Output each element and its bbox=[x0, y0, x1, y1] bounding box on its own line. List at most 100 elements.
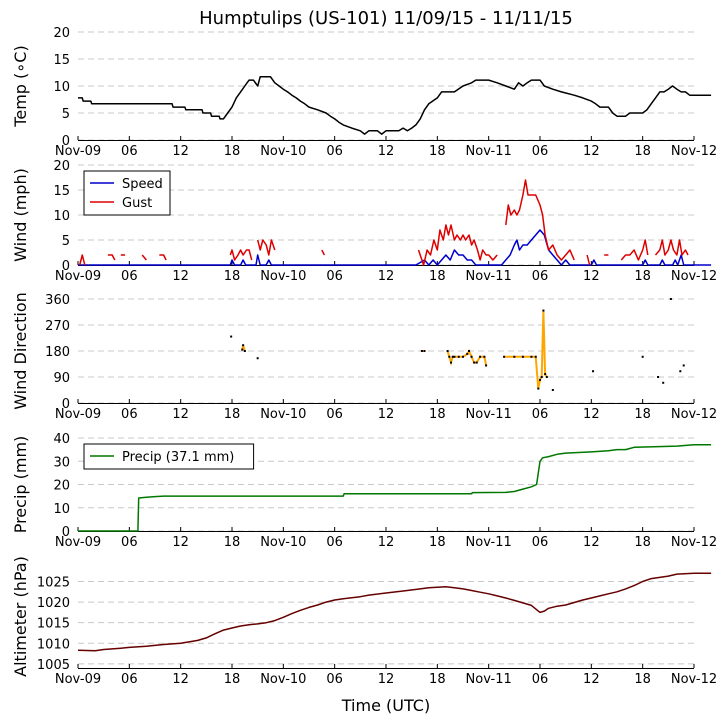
wind_direction-data-point bbox=[453, 355, 456, 358]
temp-xtick-label: 06 bbox=[326, 144, 343, 159]
altimeter-xtick-label: 12 bbox=[378, 672, 395, 687]
wind-xtick-label: 06 bbox=[121, 269, 138, 284]
chart-title: Humptulips (US-101) 11/09/15 - 11/11/15 bbox=[199, 8, 573, 29]
wind_direction-data-point bbox=[540, 376, 543, 378]
temp-xtick-label: 12 bbox=[378, 144, 395, 159]
wind_direction-data-point bbox=[682, 364, 685, 367]
wind_direction-xtick-label: 06 bbox=[532, 407, 549, 422]
altimeter-xtick-label: Nov-10 bbox=[260, 672, 306, 687]
precip-ytick-label: 20 bbox=[53, 479, 70, 494]
wind_direction-data-point bbox=[483, 355, 486, 358]
wind-series-speed-line bbox=[78, 229, 712, 266]
altimeter-xtick-label: 12 bbox=[583, 672, 600, 687]
wind-ytick-label: 5 bbox=[62, 234, 70, 249]
altimeter-ytick-label: 1010 bbox=[37, 637, 70, 652]
wind_direction-xtick-label: 06 bbox=[326, 407, 343, 422]
wind-xtick-label: Nov-10 bbox=[260, 269, 306, 284]
precip-xtick-label: 06 bbox=[326, 535, 343, 550]
wind_direction-data-point bbox=[473, 361, 476, 364]
temp-ytick-label: 10 bbox=[53, 80, 70, 95]
wind_direction-data-point bbox=[479, 355, 482, 358]
wind_direction-data-point bbox=[534, 355, 537, 358]
altimeter-xtick-label: Nov-11 bbox=[466, 672, 512, 687]
wind_direction-xtick-label: 18 bbox=[634, 407, 651, 422]
wind-xtick-label: 12 bbox=[172, 269, 189, 284]
wind_direction-data-point bbox=[470, 355, 473, 358]
wind-panel: 0 5 10 15 20 Nov-09 06 12 18 Nov-10 06 12 18 Nov-11 06… bbox=[11, 159, 717, 284]
wind-series-gust-line bbox=[141, 254, 147, 261]
altimeter-ytick-label: 1005 bbox=[37, 658, 70, 673]
temp-xtick-label: 12 bbox=[172, 144, 189, 159]
wind_direction-data-point bbox=[420, 350, 423, 352]
wind_direction-data-point bbox=[230, 335, 233, 338]
wind-series-gust-line bbox=[229, 249, 253, 261]
altimeter-xtick-label: 18 bbox=[634, 672, 651, 687]
wind_direction-data-point bbox=[241, 348, 244, 351]
wind_direction-data-point bbox=[544, 373, 547, 376]
wind_direction-xtick-label: Nov-09 bbox=[55, 407, 101, 422]
precip-xtick-label: 12 bbox=[583, 535, 600, 550]
wind-ytick-label: 20 bbox=[53, 159, 70, 174]
wind_direction-ytick-label: 90 bbox=[53, 371, 70, 386]
wind-legend bbox=[83, 170, 171, 216]
wind_direction-xtick-label: Nov-12 bbox=[671, 407, 717, 422]
wind_direction-data-point bbox=[539, 378, 541, 381]
temp-xtick-label: 12 bbox=[583, 144, 600, 159]
precip-xtick-label: 06 bbox=[532, 535, 549, 550]
wind_direction-xtick-label: 12 bbox=[583, 407, 600, 422]
precip-y-axis-label: Precip (mm) bbox=[11, 436, 30, 534]
wind_direction-data-point bbox=[551, 389, 554, 391]
wind-series-gust-line bbox=[654, 239, 689, 256]
wind_direction-data-point bbox=[592, 370, 595, 373]
wind_direction-ytick-label: 0 bbox=[62, 397, 70, 412]
wind_direction-xtick-label: 12 bbox=[172, 407, 189, 422]
altimeter-xtick-label: 18 bbox=[224, 672, 241, 687]
precip-xtick-label: 18 bbox=[429, 535, 446, 550]
wind_direction-data-point bbox=[423, 350, 426, 352]
temp-xtick-label: Nov-12 bbox=[671, 144, 717, 159]
wind-legend-label: Gust bbox=[122, 196, 152, 211]
precip-series-precip-line bbox=[78, 443, 712, 532]
temp-ytick-label: 0 bbox=[62, 134, 70, 149]
wind-ytick-label: 0 bbox=[62, 259, 70, 274]
wind_direction-xtick-label: 18 bbox=[429, 407, 446, 422]
altimeter-series-altimeter-line bbox=[77, 572, 712, 652]
wind-xtick-label: 18 bbox=[224, 269, 241, 284]
precip-xtick-label: 18 bbox=[224, 535, 241, 550]
wind_direction-data-point bbox=[503, 355, 506, 358]
altimeter-y-axis-label: Altimeter (hPa) bbox=[11, 556, 30, 677]
wind-legend-label: Speed bbox=[122, 177, 163, 192]
temp-series-temp-line bbox=[78, 76, 712, 135]
temp-xtick-label: Nov-09 bbox=[55, 144, 101, 159]
wind-series-gust-line bbox=[321, 249, 326, 256]
wind-series-gust-line bbox=[78, 254, 86, 266]
temp-xtick-label: 18 bbox=[429, 144, 446, 159]
wind_direction-xtick-label: Nov-10 bbox=[260, 407, 306, 422]
wind_direction-data-point bbox=[446, 350, 449, 352]
wind_direction-data-point bbox=[485, 364, 488, 367]
wind_direction-data-point bbox=[657, 376, 660, 378]
wind-xtick-label: 06 bbox=[532, 269, 549, 284]
wind_direction-data-point bbox=[530, 355, 533, 358]
wind_direction-data-point bbox=[537, 387, 540, 390]
wind-xtick-label: Nov-12 bbox=[671, 269, 717, 284]
wind_direction-xtick-label: 12 bbox=[378, 407, 395, 422]
wind-xtick-label: 18 bbox=[429, 269, 446, 284]
temp-xtick-label: 06 bbox=[121, 144, 138, 159]
precip-xtick-label: 18 bbox=[634, 535, 651, 550]
precip-ytick-label: 0 bbox=[62, 525, 70, 540]
wind-xtick-label: 18 bbox=[634, 269, 651, 284]
altimeter-ytick-label: 1015 bbox=[37, 617, 70, 632]
wind_direction-xtick-label: 18 bbox=[224, 407, 241, 422]
wind_direction-ytick-label: 270 bbox=[45, 319, 70, 334]
wind_direction-data-point bbox=[451, 355, 454, 358]
wind_direction-data-point bbox=[641, 355, 644, 358]
wind-xtick-label: 06 bbox=[326, 269, 343, 284]
wind_direction-data-point bbox=[513, 355, 516, 358]
wind_direction-data-point bbox=[545, 376, 548, 378]
temp-ytick-label: 15 bbox=[53, 53, 70, 68]
temp-xtick-label: Nov-11 bbox=[466, 144, 512, 159]
wind_direction-panel: 0 90 180 270 360 Nov-09 06 12 18 Nov-10 06 12 18 Nov-… bbox=[11, 292, 717, 422]
